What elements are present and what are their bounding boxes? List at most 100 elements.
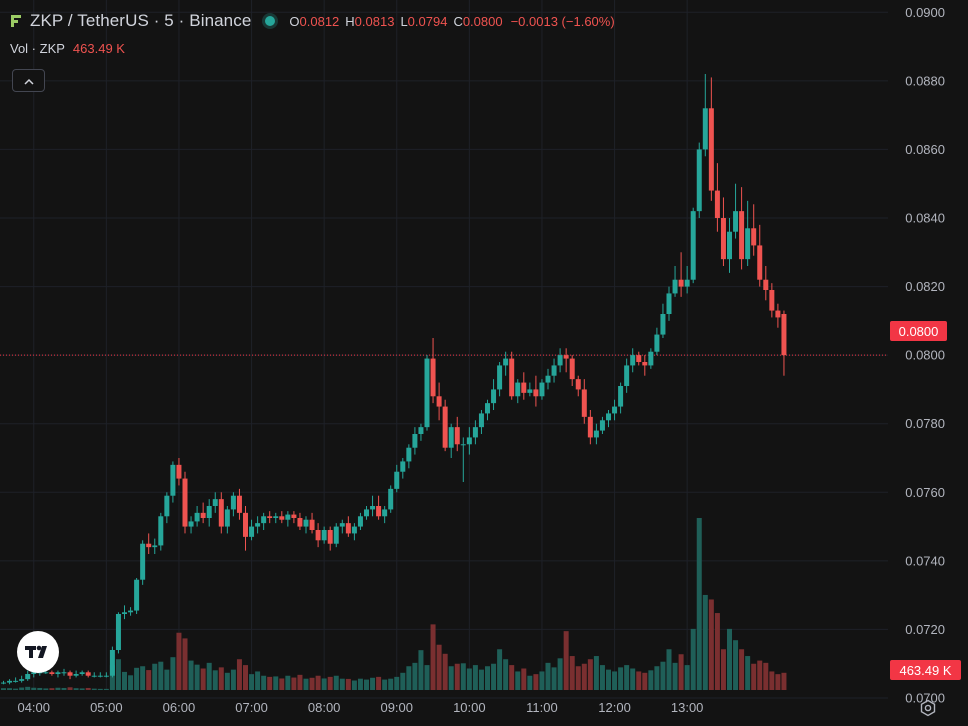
candle-body <box>460 444 466 446</box>
time-tick-label: 08:00 <box>308 700 341 715</box>
time-tick-label: 13:00 <box>671 700 704 715</box>
volume-bar <box>612 671 618 690</box>
candle-body <box>551 365 557 376</box>
candle-body <box>249 526 255 537</box>
candle-body <box>775 310 781 318</box>
candle-body <box>49 672 55 674</box>
volume-bars <box>1 518 787 690</box>
candle-body <box>521 382 527 393</box>
candle-body <box>73 674 79 676</box>
volume-bar <box>1 688 6 690</box>
price-tick-label: 0.0900 <box>905 5 945 20</box>
volume-bar <box>249 674 255 690</box>
volume-bar <box>164 669 170 690</box>
volume-bar <box>43 688 49 690</box>
volume-bar <box>309 677 315 690</box>
candle-body <box>539 382 545 397</box>
candle-body <box>406 447 412 462</box>
volume-label[interactable]: Vol · ZKP <box>10 41 65 56</box>
volume-bar <box>587 659 593 690</box>
candle-body <box>648 351 654 366</box>
volume-bar <box>194 664 200 690</box>
volume-bar <box>503 659 509 690</box>
candle-body <box>327 530 333 544</box>
close-label: C <box>453 13 463 29</box>
time-tick-label: 05:00 <box>90 700 123 715</box>
volume-bar <box>400 672 406 690</box>
tradingview-logo-icon[interactable] <box>17 631 59 673</box>
price-tick-label: 0.0800 <box>905 348 945 363</box>
candle-body <box>763 279 769 290</box>
candle-body <box>218 499 224 527</box>
volume-bar <box>702 594 708 690</box>
volume-bar <box>297 674 303 690</box>
candle-body <box>261 516 267 524</box>
candle-body <box>757 245 763 280</box>
volume-bar <box>478 669 484 690</box>
volume-bar <box>291 677 297 690</box>
candle-body <box>255 523 261 527</box>
candle-body <box>345 523 351 534</box>
candle-body <box>164 495 170 517</box>
time-tick-label: 12:00 <box>598 700 631 715</box>
candle-body <box>339 523 345 527</box>
volume-bar <box>763 662 769 690</box>
candle-body <box>751 228 757 246</box>
volume-bar <box>745 656 751 690</box>
candle-body <box>593 430 599 438</box>
candle-body <box>745 228 751 260</box>
candle-body <box>654 334 660 352</box>
candle-body <box>182 478 188 527</box>
volume-bar <box>321 678 327 690</box>
candle-body <box>315 530 321 541</box>
volume-bar <box>739 649 745 690</box>
gear-icon[interactable] <box>918 698 938 718</box>
candle-body <box>279 516 285 520</box>
volume-bar <box>13 688 19 690</box>
price-axis: 0.0900 0.0880 0.0860 0.0840 0.0820 0.0800 0.07… <box>905 5 945 706</box>
candle-body <box>376 506 382 517</box>
volume-bar <box>751 663 757 690</box>
price-tick-label: 0.0780 <box>905 416 945 431</box>
volume-bar <box>394 676 400 690</box>
volume-bar <box>454 663 460 690</box>
price-tick-label: 0.0840 <box>905 211 945 226</box>
candle-body <box>134 579 140 611</box>
volume-bar <box>158 661 164 690</box>
time-tick-label: 07:00 <box>235 700 268 715</box>
candle-body <box>527 389 533 393</box>
candle-body <box>448 427 454 448</box>
low-label: L <box>400 13 408 29</box>
volume-bar <box>775 674 781 690</box>
volume-bar <box>593 656 599 690</box>
price-tick-label: 0.0700 <box>905 691 945 706</box>
candle-body <box>642 362 648 366</box>
volume-bar <box>497 649 503 690</box>
market-status-icon[interactable] <box>265 16 276 26</box>
volume-bar <box>267 676 273 690</box>
volume-bar <box>418 650 424 690</box>
volume-bar <box>73 688 79 690</box>
volume-bar <box>339 678 345 690</box>
candle-body <box>478 413 484 428</box>
chart-legend-header: ZKP / TetherUS · 5 · Binance O 0.0812 H 0.… <box>10 9 615 33</box>
volume-bar <box>424 665 430 690</box>
volume-bar <box>448 666 454 690</box>
candle-body <box>708 108 714 191</box>
volume-bar <box>49 688 55 690</box>
collapse-legend-button[interactable] <box>12 69 45 92</box>
candle-body <box>176 464 182 479</box>
volume-bar <box>412 662 418 690</box>
volume-bar <box>545 662 551 690</box>
volume-bar <box>345 678 351 690</box>
volume-bar <box>315 675 321 690</box>
symbol-title[interactable]: ZKP / TetherUS · 5 · Binance <box>30 11 252 30</box>
volume-bar <box>551 667 557 690</box>
volume-bar <box>370 677 376 690</box>
candle-body <box>545 375 551 383</box>
volume-bar <box>521 668 527 690</box>
volume-bar <box>37 687 43 690</box>
volume-bar <box>624 665 630 690</box>
candle-body <box>599 420 605 431</box>
